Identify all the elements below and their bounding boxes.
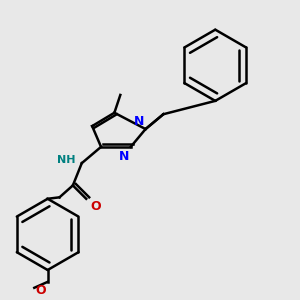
Text: O: O <box>91 200 101 213</box>
Text: O: O <box>35 284 46 297</box>
Text: N: N <box>134 115 144 128</box>
Text: NH: NH <box>57 155 76 165</box>
Text: N: N <box>119 150 129 163</box>
